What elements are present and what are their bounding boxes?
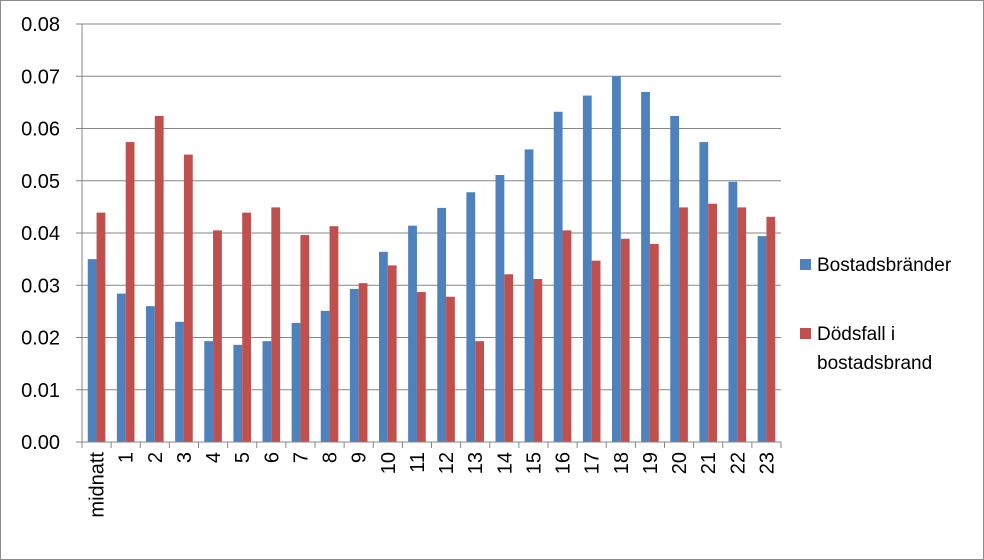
bar-dodsfall [620,238,630,442]
legend-swatch-dodsfall [800,328,811,339]
bar-dodsfall [329,226,339,442]
bar-dodsfall [737,207,747,442]
x-tick-label: 12 [436,452,458,474]
x-tick-label: 13 [465,452,487,474]
y-tick-label: 0.04 [21,223,60,245]
bar-bostadsbrander [291,322,301,442]
y-tick-label: 0.02 [21,328,60,350]
x-tick-label: 19 [640,452,662,474]
bar-bostadsbrander [524,149,534,442]
bar-dodsfall [591,260,601,442]
gridlines [82,23,781,391]
legend-swatch-bostadsbrander [800,259,811,270]
x-tick-label: 18 [611,452,633,474]
bar-dodsfall [416,292,426,442]
bar-dodsfall [387,265,397,442]
x-tick-label: 8 [320,452,342,463]
bar-dodsfall [242,212,251,442]
bar-dodsfall [300,235,310,442]
x-tick-label: 20 [669,452,691,474]
bar-bostadsbrander [175,321,184,442]
bar-bostadsbrander [670,115,680,443]
bar-bostadsbrander [262,341,272,442]
bars [87,76,776,443]
x-tick-label: 4 [203,452,225,463]
x-tick-label: 21 [698,452,720,474]
bar-dodsfall [125,142,135,442]
x-tick-label: 14 [494,452,516,474]
bar-dodsfall [154,115,164,443]
bar-bostadsbrander [320,310,330,442]
bar-bostadsbrander [612,76,621,442]
bar-dodsfall [708,203,717,442]
bar-bostadsbrander [495,175,505,442]
bar-dodsfall [96,212,106,442]
x-tick-label: 6 [261,452,283,463]
bar-bostadsbrander [379,251,388,442]
x-tick-label: 7 [290,452,312,463]
y-tick-label: 0.06 [21,119,60,141]
bar-bostadsbrander [553,111,563,442]
legend-label-dodsfall-line2: bostadsbrand [817,353,932,374]
y-tick-label: 0.00 [21,432,60,454]
bar-dodsfall [446,296,455,442]
x-tick-label: 16 [553,452,575,474]
bar-bostadsbrander [116,293,126,442]
bar-bostadsbrander [204,341,214,442]
y-tick-label: 0.08 [21,14,60,36]
bar-dodsfall [679,207,688,442]
x-tick-label: 2 [145,452,167,463]
y-axis-ticks: 0.00 0.01 0.02 0.03 0.04 0.05 0.06 0.07 0.08 [21,14,82,454]
x-tick-label: 5 [232,452,254,463]
bar-dodsfall [649,243,659,442]
bar-dodsfall [358,283,368,442]
bar-bostadsbrander [146,306,155,442]
bar-bostadsbrander [582,95,592,442]
x-tick-label: 15 [523,452,545,474]
x-tick-label: 1 [116,452,138,463]
y-tick-label: 0.03 [21,275,60,297]
bar-bostadsbrander [641,91,650,443]
legend: Bostadsbränder Dödsfall i bostadsbrand [800,255,952,374]
bar-dodsfall [533,278,543,442]
bar-bostadsbrander [699,142,709,442]
bar-bostadsbrander [466,192,476,442]
bar-dodsfall [183,154,193,443]
legend-label-bostadsbrander: Bostadsbränder [817,255,952,276]
y-tick-label: 0.01 [21,380,60,402]
x-tick-label: 22 [727,452,749,474]
bar-dodsfall [562,230,572,442]
bar-bostadsbrander [437,207,447,442]
y-tick-label: 0.07 [21,66,60,88]
x-tick-label: 23 [756,452,778,474]
x-tick-label: 3 [174,452,196,463]
x-tick-label: 10 [378,452,400,474]
y-tick-label: 0.05 [21,171,60,193]
bar-bostadsbrander [408,225,417,442]
bar-dodsfall [766,216,776,442]
bar-bostadsbrander [728,181,738,443]
legend-label-dodsfall-line1: Dödsfall i [817,324,895,345]
x-tick-label: midnatt [87,452,109,518]
x-tick-label: 17 [582,452,604,474]
bar-dodsfall [213,230,222,442]
bar-bostadsbrander [233,344,243,442]
bar-dodsfall [475,341,484,442]
x-tick-label: 11 [407,452,429,473]
bar-dodsfall [504,274,514,442]
x-tick-label: 9 [349,452,371,463]
bar-dodsfall [271,207,281,442]
bar-bostadsbrander [757,236,767,442]
x-axis-ticks: midnatt 1 2 3 4 5 6 7 8 9 10 11 12 13 14 15 16 17 18 19 20 21… [81,442,782,518]
bar-bostadsbrander [87,259,97,443]
bar-bostadsbrander [349,288,359,442]
